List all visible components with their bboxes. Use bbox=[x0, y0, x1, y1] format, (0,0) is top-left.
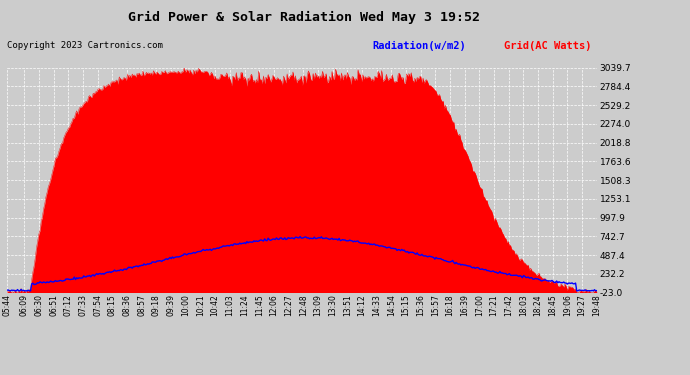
Text: Grid Power & Solar Radiation Wed May 3 19:52: Grid Power & Solar Radiation Wed May 3 1… bbox=[128, 11, 480, 24]
Text: Grid(AC Watts): Grid(AC Watts) bbox=[504, 41, 591, 51]
Text: Copyright 2023 Cartronics.com: Copyright 2023 Cartronics.com bbox=[7, 41, 163, 50]
Text: Radiation(w/m2): Radiation(w/m2) bbox=[373, 41, 466, 51]
